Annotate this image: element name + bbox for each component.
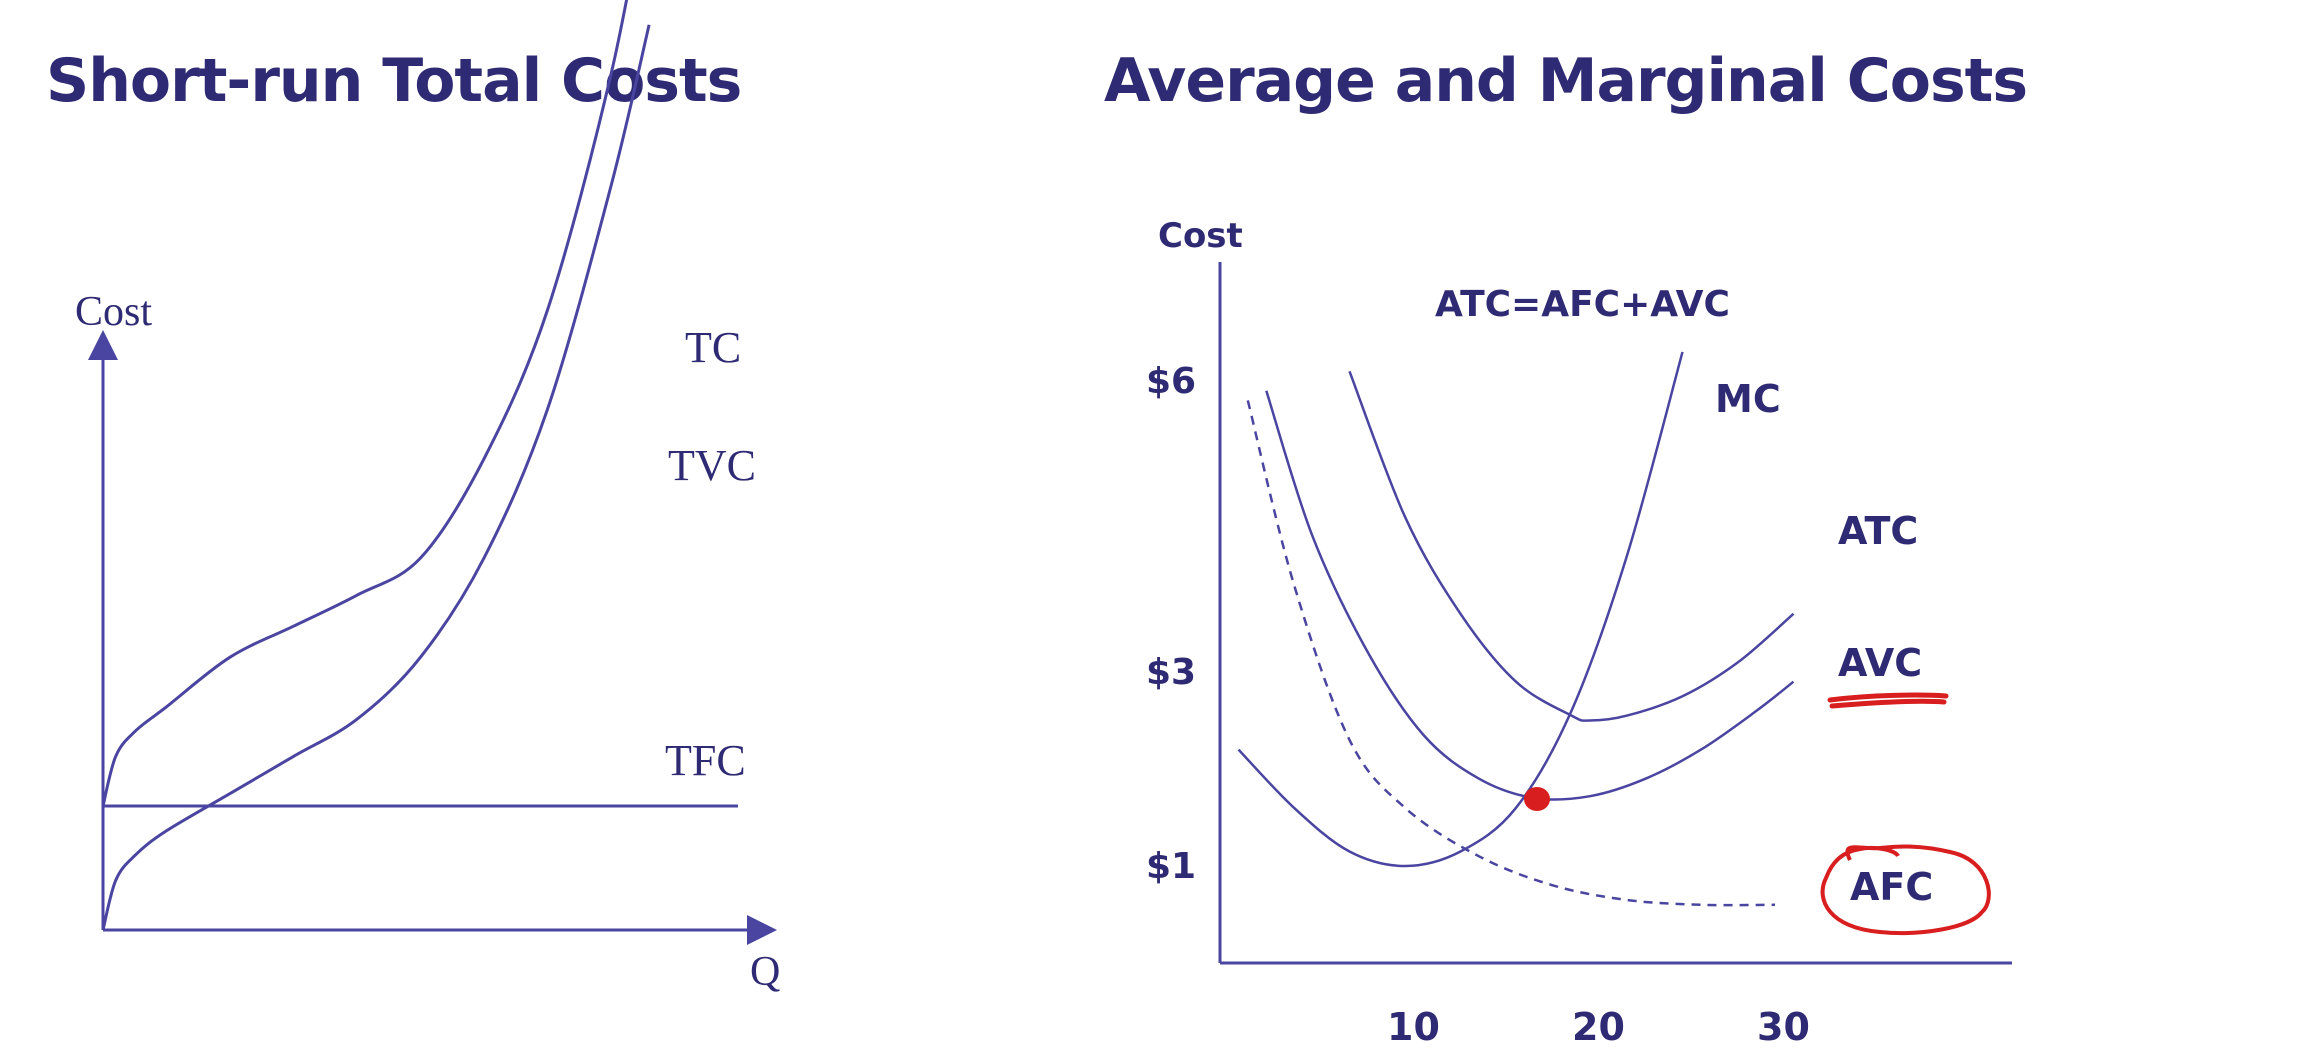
afc-circle <box>1820 844 1991 936</box>
y-tick-label: $1 <box>1146 846 1196 887</box>
tc-curve <box>101 0 629 807</box>
afc-curve <box>1246 400 1776 907</box>
y-tick-label: $3 <box>1146 652 1196 693</box>
mc-label: MC <box>1715 377 1781 421</box>
right-y-axis-label: Cost <box>1158 216 1243 256</box>
tvc-label: TVC <box>668 441 756 490</box>
x-tick-label: 20 <box>1572 1005 1625 1049</box>
intersection-dot <box>1524 787 1550 811</box>
avc-underline <box>1827 692 1949 709</box>
afc-label: AFC <box>1850 865 1933 909</box>
mc-curve <box>1237 351 1684 868</box>
left-x-axis-label: Q <box>750 949 780 995</box>
y-tick-label: $6 <box>1146 361 1196 402</box>
left-y-axis-label: Cost <box>75 289 152 335</box>
tvc-curve <box>101 24 651 931</box>
atc-label: ATC <box>1838 509 1918 553</box>
right-chart-title: Average and Marginal Costs <box>1104 46 2028 116</box>
formula-annotation: ATC=AFC+AVC <box>1435 284 1730 325</box>
atc-curve <box>1348 370 1795 722</box>
tfc-label: TFC <box>665 736 746 785</box>
x-tick-label: 10 <box>1387 1005 1440 1049</box>
tc-label: TC <box>685 323 741 372</box>
x-tick-label: 30 <box>1757 1005 1810 1049</box>
left-chart-title: Short-run Total Costs <box>46 46 742 116</box>
avc-curve <box>1265 390 1795 801</box>
avc-label: AVC <box>1838 641 1922 685</box>
